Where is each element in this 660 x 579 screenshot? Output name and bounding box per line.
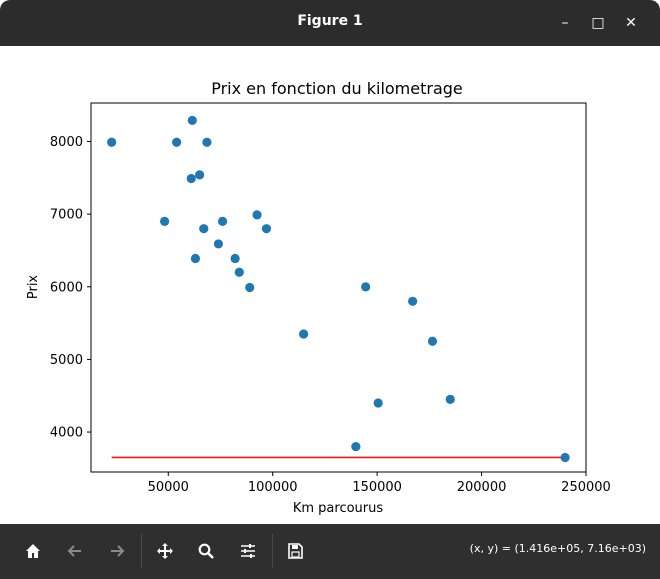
y-tick-label: 4000 (50, 426, 83, 441)
scatter-point (217, 216, 228, 226)
x-tick-label: 250000 (561, 480, 611, 495)
scatter-point (172, 137, 182, 147)
configure-subplots-button[interactable] (233, 536, 263, 566)
forward-button[interactable] (102, 536, 132, 566)
maximize-button[interactable]: □ (591, 15, 605, 31)
scatter-point (195, 170, 205, 180)
scatter-point (245, 282, 255, 293)
move-icon (157, 543, 173, 559)
x-axis: 50000 100000 150000 200000 250000 (148, 472, 611, 495)
scatter-point (202, 137, 212, 147)
scatter-point (159, 216, 170, 226)
y-tick-label: 8000 (50, 135, 83, 150)
back-button[interactable] (60, 536, 90, 566)
back-arrow-icon (67, 545, 81, 557)
y-tick-label: 5000 (50, 353, 83, 368)
home-button[interactable] (18, 536, 48, 566)
scatter-point (213, 239, 224, 249)
scatter-point (187, 115, 197, 126)
x-axis-label: Km parcourus (293, 501, 384, 516)
scatter-point (261, 224, 272, 234)
title-bar: Figure 1 – □ ✕ (0, 0, 660, 46)
scatter-point (252, 210, 262, 220)
scatter-point (351, 441, 361, 452)
chart-title: Prix en fonction du kilometrage (211, 79, 463, 98)
scatter-point (361, 282, 371, 292)
close-button[interactable]: ✕ (625, 15, 637, 31)
save-button[interactable] (280, 536, 310, 566)
home-icon (26, 544, 40, 558)
x-tick-label: 150000 (352, 480, 402, 495)
figure-canvas[interactable]: Prix en fonction du kilometrage 50000 100… (0, 46, 660, 524)
scatter-point (107, 137, 117, 147)
scatter-point (299, 329, 309, 339)
y-axis: 4000 5000 6000 7000 8000 (50, 135, 91, 441)
scatter-point (560, 452, 570, 463)
scatter-point (190, 253, 201, 264)
data-points (107, 115, 570, 463)
scatter-point (427, 336, 438, 346)
zoom-button[interactable] (191, 536, 221, 566)
window-title: Figure 1 (297, 13, 363, 29)
magnifier-icon (198, 543, 214, 559)
scatter-point (445, 394, 455, 404)
scatter-point (234, 267, 244, 277)
scatter-point (373, 398, 383, 408)
y-tick-label: 7000 (50, 208, 83, 223)
forward-arrow-icon (111, 545, 125, 557)
scatter-point (230, 253, 240, 264)
scatter-point (199, 224, 209, 234)
toolbar-separator (272, 534, 273, 568)
sliders-icon (241, 544, 255, 558)
floppy-disk-icon (288, 543, 303, 559)
toolbar-separator (141, 534, 142, 568)
cursor-coordinates: (x, y) = (1.416e+05, 7.16e+03) (469, 542, 646, 555)
y-axis-label: Prix (26, 275, 41, 300)
scatter-plot: Prix en fonction du kilometrage 50000 100… (26, 79, 611, 516)
y-tick-label: 6000 (50, 280, 83, 295)
pan-button[interactable] (150, 536, 180, 566)
axes-frame (90, 102, 587, 473)
scatter-point (408, 296, 418, 306)
x-tick-label: 50000 (148, 480, 189, 495)
scatter-point (186, 173, 196, 184)
navigation-toolbar: (x, y) = (1.416e+05, 7.16e+03) (0, 524, 660, 579)
x-tick-label: 100000 (248, 480, 298, 495)
minimize-button[interactable]: – (561, 15, 569, 31)
x-tick-label: 200000 (457, 480, 507, 495)
